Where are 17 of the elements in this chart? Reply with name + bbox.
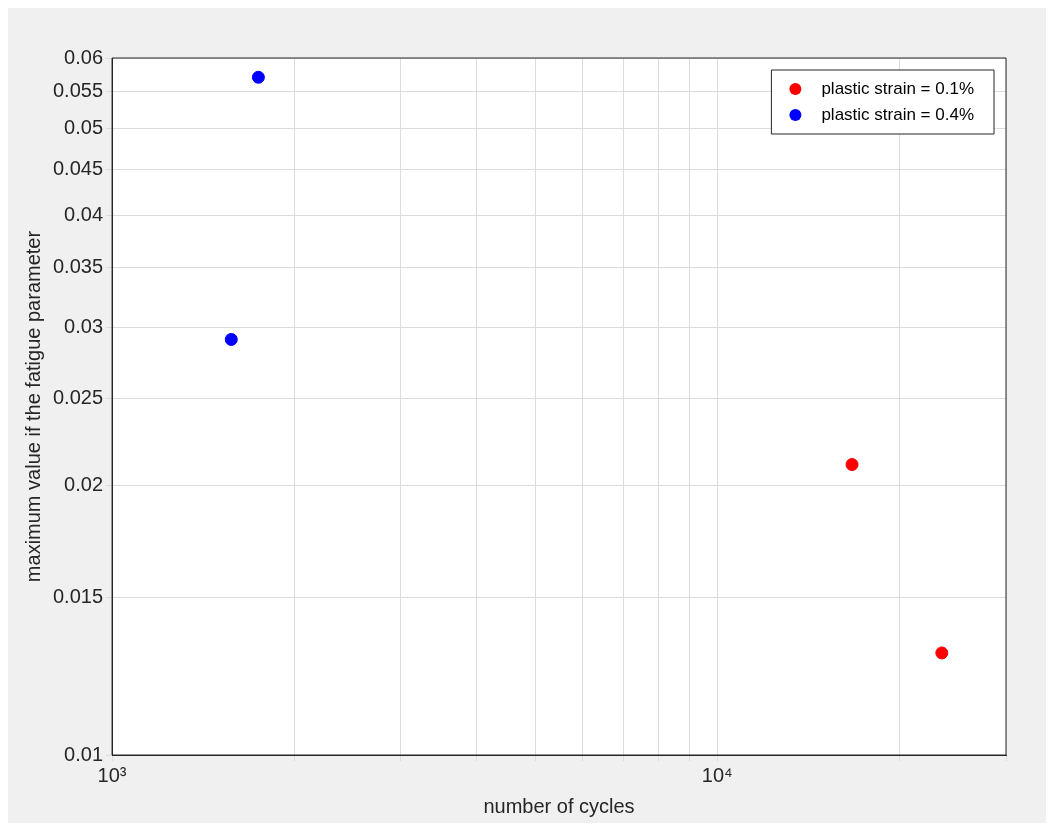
y-tick-label: 0.06 (64, 45, 104, 68)
x-tick-label: 10³ (97, 763, 127, 786)
y-tick-label: 0.045 (52, 157, 104, 180)
y-tick-label: 0.03 (64, 315, 104, 338)
legend-label: plastic strain = 0.1% (821, 78, 975, 98)
y-tick-label: 0.035 (52, 255, 104, 278)
y-tick-label: 0.015 (52, 584, 104, 607)
y-tick-label: 0.025 (52, 386, 104, 409)
y-tick-label: 0.04 (64, 203, 104, 226)
x-tick-label: 10⁴ (701, 763, 733, 786)
legend-label: plastic strain = 0.4% (821, 104, 975, 124)
y-axis-title: maximum value if the fatigue parameter (21, 230, 44, 583)
y-tick-label: 0.02 (64, 472, 104, 495)
y-tick-label: 0.01 (64, 742, 104, 765)
y-tick-label: 0.055 (52, 79, 104, 102)
x-axis-title: number of cycles (483, 794, 635, 817)
y-tick-label: 0.05 (64, 116, 104, 139)
